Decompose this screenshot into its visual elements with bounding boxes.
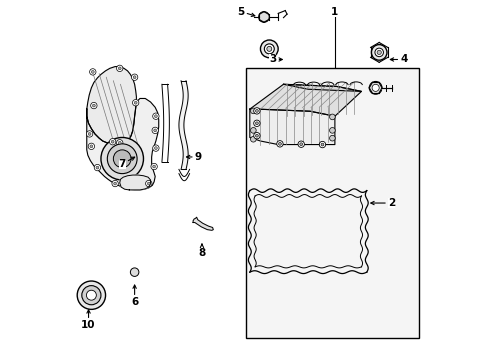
Circle shape [145, 180, 152, 187]
Circle shape [88, 132, 91, 135]
Circle shape [133, 76, 136, 78]
Circle shape [90, 102, 97, 109]
Circle shape [152, 145, 159, 151]
Circle shape [278, 143, 281, 145]
Text: 2: 2 [370, 198, 394, 208]
Text: 4: 4 [389, 54, 407, 64]
Circle shape [253, 132, 260, 139]
Circle shape [260, 40, 278, 58]
Polygon shape [86, 67, 136, 145]
Circle shape [368, 81, 381, 94]
Circle shape [255, 109, 258, 112]
Circle shape [118, 67, 121, 70]
Circle shape [154, 147, 157, 149]
Circle shape [258, 12, 269, 22]
Circle shape [153, 129, 156, 132]
Polygon shape [86, 99, 159, 190]
Circle shape [130, 268, 139, 276]
Circle shape [297, 141, 304, 147]
Circle shape [264, 44, 274, 54]
Polygon shape [120, 175, 150, 190]
Circle shape [154, 115, 157, 118]
Circle shape [132, 100, 139, 106]
Circle shape [107, 144, 137, 174]
Circle shape [250, 136, 256, 142]
Circle shape [152, 165, 155, 168]
Circle shape [90, 145, 93, 148]
Polygon shape [249, 109, 334, 145]
Circle shape [81, 285, 101, 305]
Polygon shape [249, 84, 361, 116]
Text: 3: 3 [269, 54, 282, 64]
Circle shape [299, 143, 302, 145]
Circle shape [92, 104, 95, 107]
Circle shape [253, 120, 260, 126]
Text: 1: 1 [330, 6, 338, 17]
Circle shape [321, 143, 323, 146]
Circle shape [101, 138, 143, 180]
Circle shape [329, 114, 335, 120]
Text: 6: 6 [131, 285, 138, 307]
Circle shape [86, 131, 93, 137]
Circle shape [114, 182, 116, 185]
Circle shape [86, 290, 96, 300]
Circle shape [113, 150, 131, 168]
Circle shape [134, 101, 137, 104]
Circle shape [111, 140, 114, 143]
Circle shape [329, 135, 335, 141]
Text: 10: 10 [81, 310, 96, 330]
Circle shape [116, 65, 122, 72]
Circle shape [370, 45, 386, 60]
Circle shape [152, 127, 158, 134]
Circle shape [131, 74, 138, 80]
Circle shape [266, 46, 271, 51]
Circle shape [255, 134, 258, 137]
Circle shape [96, 166, 99, 169]
Text: 7: 7 [118, 157, 134, 169]
Polygon shape [193, 217, 213, 230]
Circle shape [319, 141, 325, 148]
Circle shape [276, 141, 283, 147]
Circle shape [253, 108, 260, 114]
Bar [246, 68, 418, 338]
Circle shape [116, 140, 122, 146]
Circle shape [77, 281, 105, 309]
Circle shape [88, 143, 94, 149]
Circle shape [329, 127, 335, 133]
Circle shape [152, 113, 159, 120]
Circle shape [255, 122, 258, 125]
Circle shape [250, 108, 256, 114]
Circle shape [118, 141, 121, 144]
Circle shape [250, 127, 256, 133]
Circle shape [376, 50, 381, 54]
Circle shape [151, 163, 157, 170]
Circle shape [94, 165, 101, 171]
Circle shape [91, 71, 94, 73]
Circle shape [112, 180, 118, 187]
Circle shape [109, 139, 116, 145]
Text: 5: 5 [237, 6, 254, 17]
Circle shape [89, 69, 96, 75]
Text: 8: 8 [198, 244, 205, 258]
Circle shape [371, 84, 378, 91]
Circle shape [374, 48, 383, 57]
Polygon shape [283, 84, 361, 91]
Text: 9: 9 [186, 152, 202, 162]
Circle shape [147, 182, 150, 185]
